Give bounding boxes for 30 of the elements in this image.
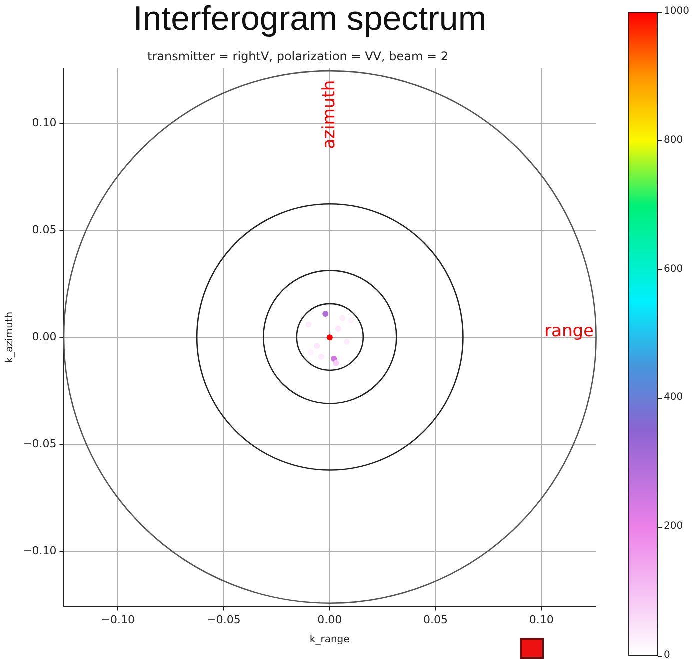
color-bar-label: 400	[663, 391, 684, 406]
annotation: range	[544, 322, 594, 342]
point	[331, 356, 338, 362]
y-tick-label: 0.05	[32, 223, 57, 236]
x-axis-title: k_range	[310, 634, 350, 646]
x-tick-label: 0.00	[318, 613, 342, 626]
point	[348, 317, 354, 324]
point	[314, 343, 320, 350]
y-tick-label: −0.05	[22, 438, 57, 451]
chart-subtitle: transmitter = rightV, polarization = VV, beam = 2	[148, 49, 448, 64]
y-tick-label: −0.10	[22, 544, 57, 558]
color-bar-label: 200	[663, 520, 684, 534]
point	[322, 311, 329, 318]
x-tick-label: 0.10	[529, 613, 554, 626]
color-bar-label: 600	[663, 262, 684, 277]
x-tick-label: 0.05	[423, 613, 448, 626]
annotation: azimuth	[319, 80, 340, 150]
color-bar-label: 800	[663, 134, 684, 148]
point	[308, 350, 314, 356]
y-tick-label: 0.00	[32, 330, 57, 344]
color-bar-label: 0	[663, 649, 670, 659]
chart-title: Interferogram spectrum	[132, 0, 488, 39]
y-tick-label: 0.10	[32, 116, 57, 130]
x-tick-label: −0.10	[101, 613, 135, 626]
color-bar-label: 1000	[663, 5, 690, 19]
point	[333, 360, 340, 366]
point	[335, 326, 342, 332]
y-axis-title: k_azimuth	[4, 312, 16, 364]
point	[344, 338, 350, 345]
x-tick-label: −0.05	[207, 613, 241, 626]
